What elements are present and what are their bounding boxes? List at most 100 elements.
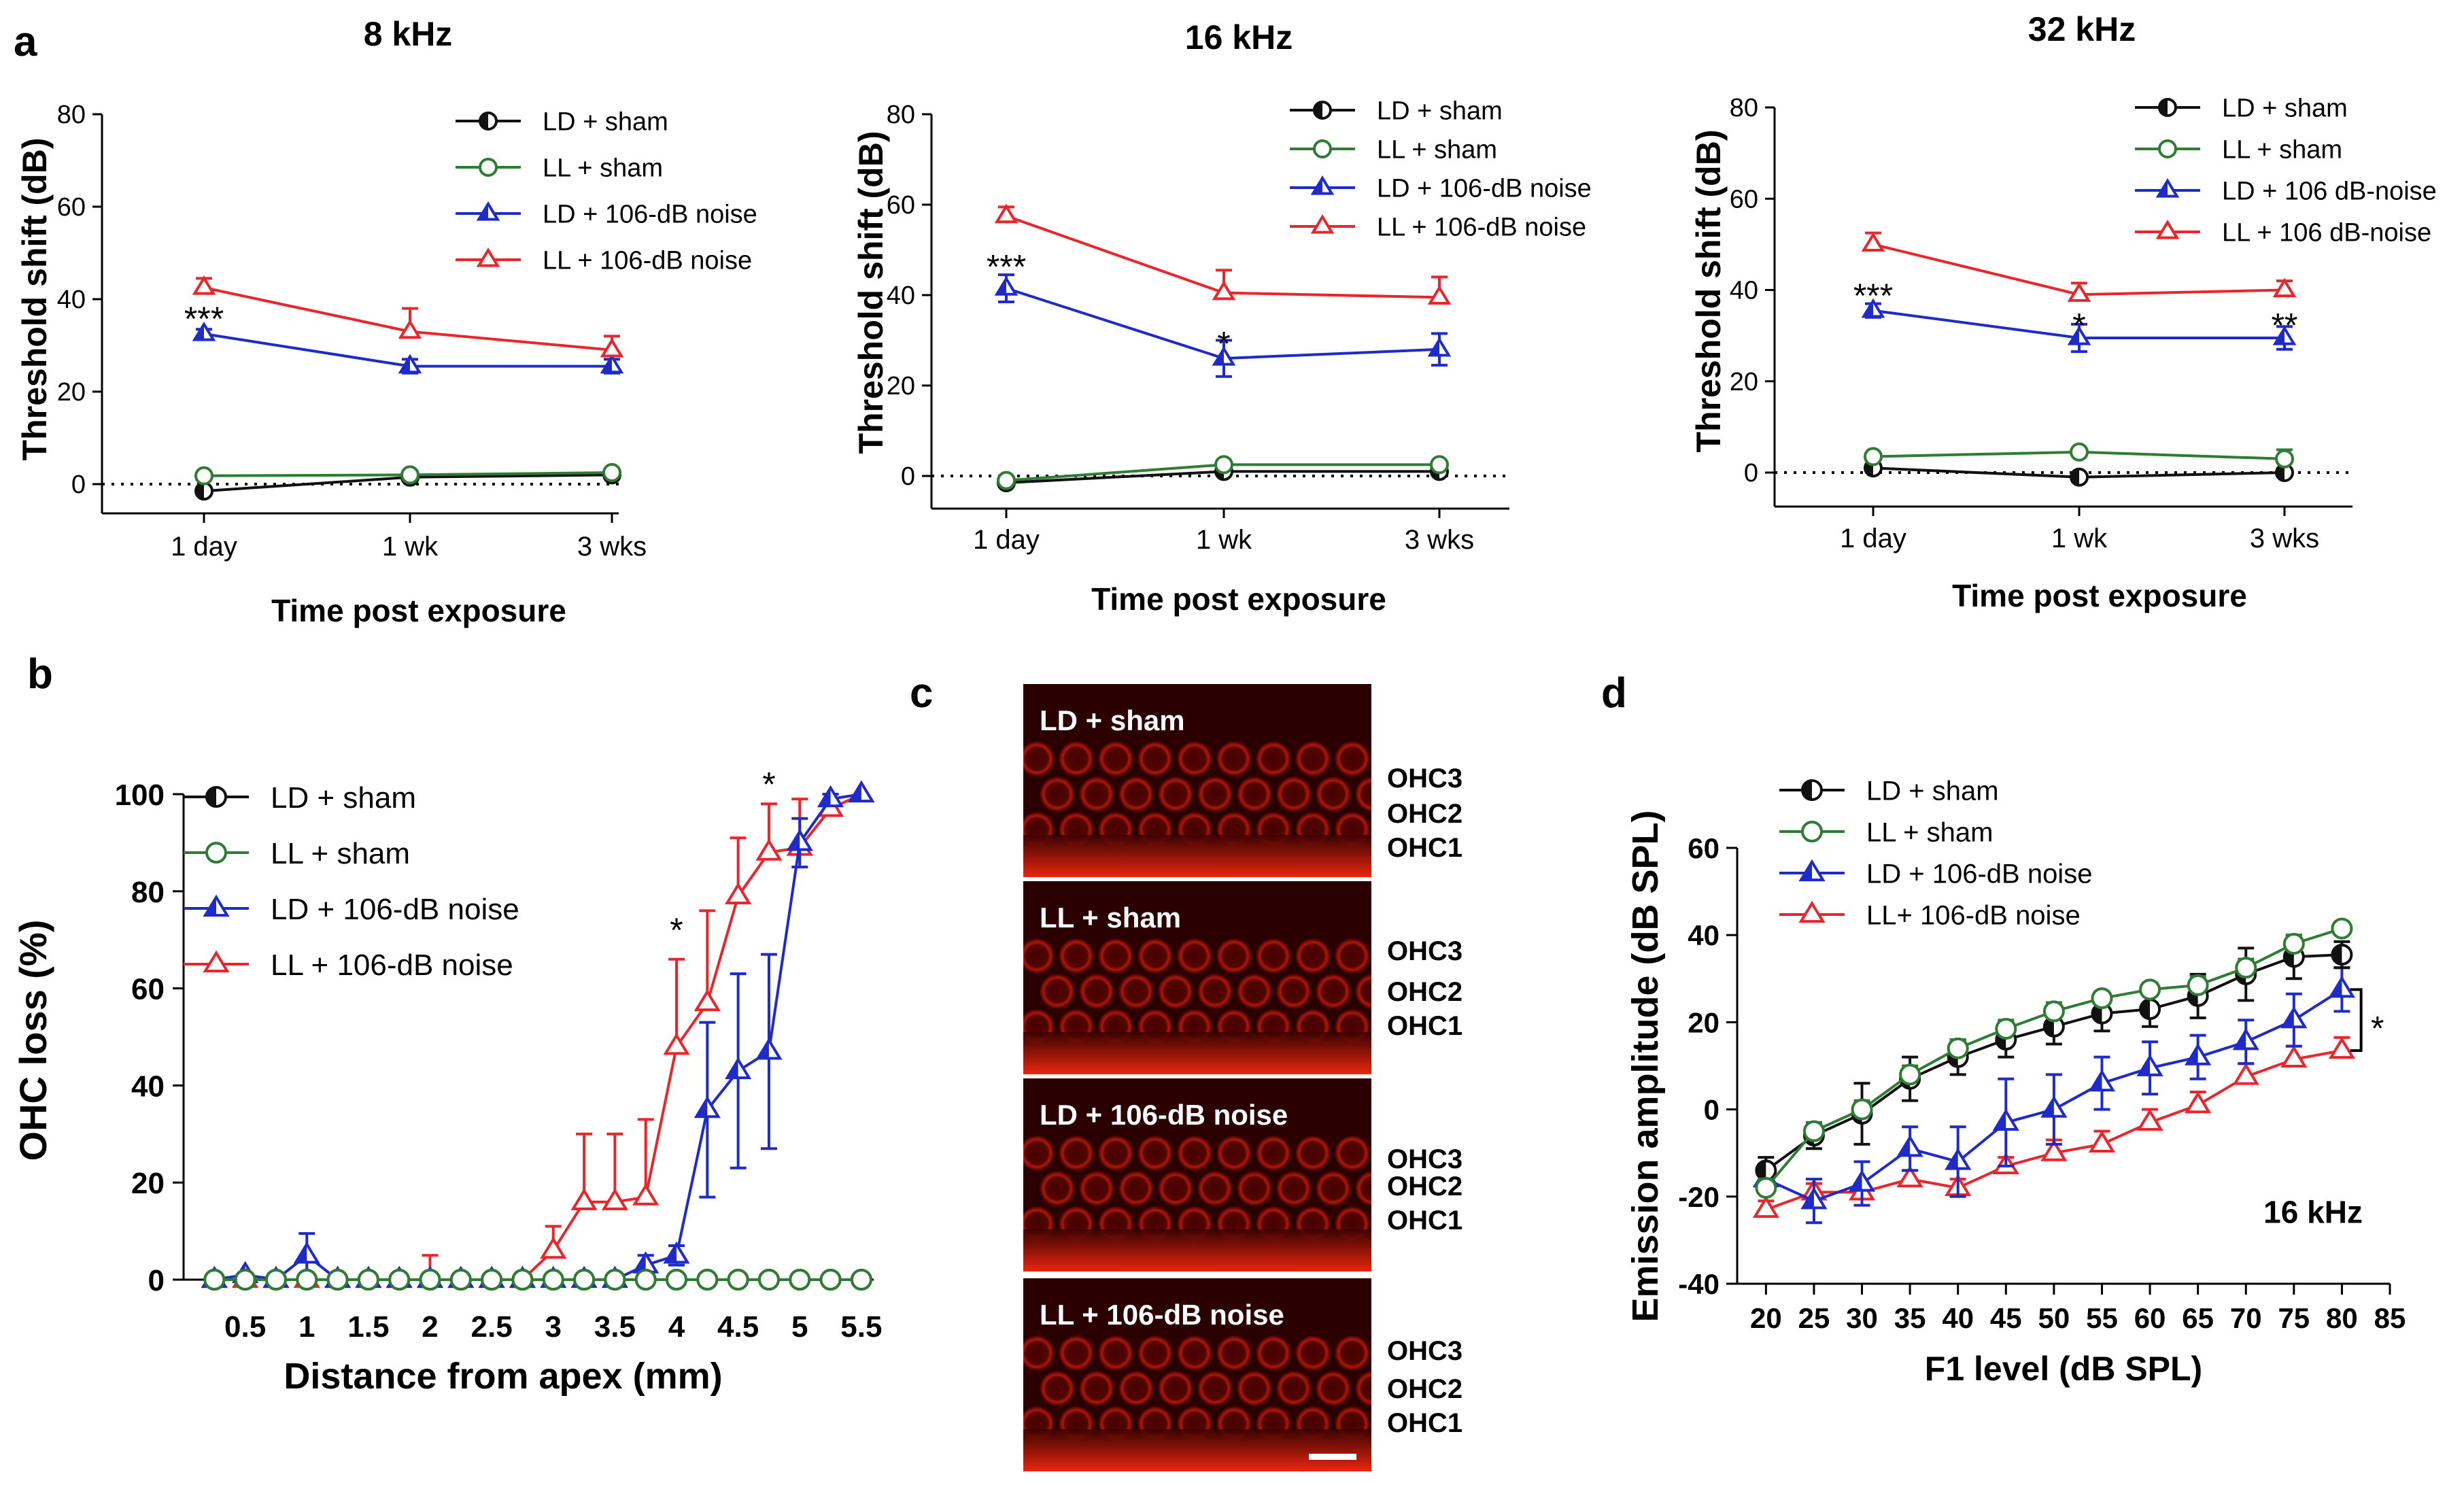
cell-layer [1023, 938, 1371, 1074]
chart-title: 32 kHz [2028, 10, 2136, 48]
hair-cell [1216, 1136, 1252, 1171]
legend-marker-LD_noise-fill [2158, 180, 2168, 197]
micrograph-label: LL + sham [1040, 902, 1181, 934]
x-tick-label: 1 [298, 1310, 315, 1344]
cell-layer [1023, 1136, 1371, 1271]
significance-marker: * [2371, 1009, 2384, 1047]
data-point-LL_sham [419, 1269, 441, 1291]
hair-cell [1040, 974, 1075, 1009]
y-tick-label: 60 [1730, 185, 1758, 214]
hair-cell [1059, 741, 1094, 776]
hair-cell [1079, 974, 1114, 1009]
panel-label-b: b [27, 651, 53, 698]
data-point-LD_noise-fill [602, 356, 612, 373]
cell-layer [1023, 1335, 1371, 1471]
ohc-row-label: OHC3 [1387, 936, 1462, 966]
y-tick-label: 60 [131, 973, 165, 1006]
legend-marker-LL_sham [1801, 821, 1823, 842]
legend-label-LD_sham: LD + sham [2222, 95, 2348, 123]
hair-cell [1256, 741, 1291, 776]
panel-label-c: c [910, 670, 933, 717]
micrograph-label: LL + 106-dB noise [1040, 1299, 1284, 1331]
micrograph-ld-sham: LD + sham OHC3 OHC2 OHC1 [1023, 684, 1462, 877]
legend-marker-LL_noise [1798, 900, 1826, 923]
y-tick-label: 20 [131, 1167, 165, 1200]
legend-label-LL_noise: LL + 106-dB noise [1377, 214, 1586, 242]
x-tick-label: 1 day [973, 525, 1040, 555]
hair-cell [1040, 1371, 1075, 1406]
data-point-LL_sham [573, 1269, 596, 1291]
legend-label-LD_sham: LD + sham [1377, 97, 1503, 126]
hair-cell [1295, 938, 1331, 974]
data-point-LL_sham [194, 466, 213, 485]
hair-cell [1276, 776, 1312, 812]
significance-marker: *** [987, 248, 1026, 286]
legend-marker-LL_sham [2158, 139, 2177, 158]
legend-marker-LD_sham-fill [2159, 99, 2168, 116]
y-tick-label: 0 [1744, 459, 1758, 488]
hair-cell [1216, 741, 1252, 776]
y-axis-label: Emission amplitude (dB SPL) [1625, 810, 1666, 1322]
data-point-LL_sham [388, 1269, 411, 1291]
hair-cell [1355, 1171, 1371, 1206]
y-tick-label: -40 [1678, 1268, 1719, 1300]
ohc-row-label: OHC2 [1387, 1374, 1462, 1404]
hair-cell [1355, 1371, 1371, 1406]
x-tick-label: 4.5 [717, 1310, 759, 1344]
hair-cell [1098, 1335, 1133, 1371]
x-tick-label: 20 [1750, 1302, 1782, 1334]
hair-cell [1079, 1171, 1114, 1206]
x-tick-label: 30 [1846, 1302, 1878, 1334]
data-point-LL_noise [2136, 1108, 2163, 1131]
data-point-LL_sham [2275, 449, 2294, 468]
hair-cell [1059, 1136, 1094, 1171]
significance-marker: *** [1853, 277, 1893, 315]
ohc-row-label: OHC3 [1387, 764, 1462, 793]
hair-cell [1197, 974, 1233, 1009]
y-tick-label: 20 [1688, 1006, 1719, 1038]
micrograph-ll-sham: LL + sham OHC3 OHC2 OHC1 [1023, 881, 1462, 1074]
x-tick-label: 3 wks [2250, 524, 2319, 553]
hair-cell [1256, 938, 1291, 974]
hair-cell [1023, 938, 1055, 974]
hair-cell [1197, 1371, 1233, 1406]
data-point-LD_noise-fill [296, 1244, 307, 1263]
chart-emission-amplitude: -40 -20 0 20 40 60 20 25 30 35 40 45 50 55 60 65 70 75 80 8… [1625, 776, 2406, 1388]
significance-marker: * [670, 911, 683, 949]
data-point-LD_sham-fill [2332, 945, 2342, 965]
hair-cell [1059, 1335, 1094, 1371]
x-tick-label: 75 [2278, 1302, 2310, 1334]
hair-cell [1256, 1335, 1291, 1371]
x-tick-label: 50 [2038, 1302, 2070, 1334]
legend-marker-LD_noise-fill [205, 897, 216, 916]
legend-marker-LL_noise [1310, 214, 1335, 234]
x-tick-label: 1 day [171, 532, 237, 562]
legend-label-LL_sham: LL + sham [1377, 136, 1497, 165]
hair-cell [1059, 938, 1094, 974]
data-point-LD_noise-fill [1802, 1189, 1814, 1208]
y-tick-label: 20 [57, 378, 86, 407]
hair-cell [1098, 1136, 1133, 1171]
data-point-LL_noise [724, 882, 752, 905]
legend-label-LL_sham: LL + sham [543, 154, 663, 183]
y-tick-label: 20 [1730, 368, 1758, 396]
hair-cell [1237, 776, 1272, 812]
legend-marker-LL_noise [2155, 220, 2180, 239]
data-point-LL_noise [2232, 1063, 2259, 1085]
data-point-LL_sham [757, 1269, 780, 1291]
y-tick-label: 40 [1688, 919, 1719, 951]
data-point-LD_noise-fill [2042, 1098, 2054, 1116]
x-tick-label: 45 [1990, 1302, 2022, 1334]
chart-title: 16 kHz [1185, 18, 1293, 56]
x-tick-label: 1 wk [2051, 524, 2108, 553]
data-point-LL_noise [994, 203, 1019, 224]
data-point-LL_noise [2184, 1091, 2212, 1114]
legend-label-LD_sham: LD + sham [543, 108, 668, 137]
panel-label-d: d [1601, 670, 1627, 717]
data-point-LL_noise [601, 1188, 629, 1210]
data-point-LL_sham [1899, 1063, 1921, 1086]
data-point-LL_sham [850, 1269, 872, 1291]
legend-label-LD_noise: LD + 106-dB noise [1866, 859, 2092, 889]
data-point-LD_noise-fill [2282, 1008, 2294, 1027]
x-tick-label: 65 [2182, 1302, 2214, 1334]
